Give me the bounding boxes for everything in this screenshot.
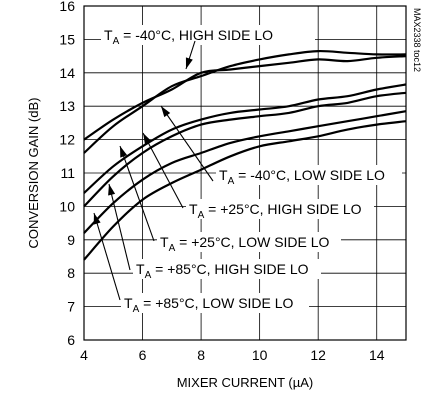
annotation-label-3: TA = +25°C, LOW SIDE LO (160, 234, 330, 254)
x-tick-labels: 4 6 8 10 12 14 (80, 347, 385, 363)
annotation-label-4: TA = +85°C, HIGH SIDE LO (136, 261, 309, 281)
annotation-leader-2 (142, 132, 184, 209)
annotation-leaders (93, 40, 214, 301)
series-line-1 (83, 49, 407, 154)
y-tick-label-2: 8 (67, 265, 75, 281)
y-tick-label-4: 10 (59, 198, 75, 214)
y-tick-label-6: 12 (59, 132, 75, 148)
annotation-bg-3 (157, 232, 341, 252)
y-tick-label-3: 9 (67, 232, 75, 248)
annotation-bg-4 (133, 259, 321, 279)
annotation-arrowhead-3 (120, 146, 128, 158)
plot-frame (83, 5, 407, 341)
y-tick-label-9: 15 (59, 31, 75, 47)
y-tick-label-10: 16 (59, 0, 75, 14)
series-lines (83, 49, 407, 261)
annotation-bg-1 (216, 165, 402, 185)
annotation-label-2: TA = +25°C, HIGH SIDE LO (189, 201, 362, 221)
annotation-backgrounds (101, 25, 402, 313)
y-tick-label-7: 13 (59, 98, 75, 114)
y-axis-label: CONVERSION GAIN (dB) (26, 98, 41, 249)
annotation-arrowhead-0 (185, 57, 193, 69)
annotation-label-5: TA = +85°C, LOW SIDE LO (124, 295, 294, 315)
annotation-bg-2 (186, 199, 374, 219)
x-tick-label-4: 12 (310, 347, 326, 363)
y-tick-label-0: 6 (67, 332, 75, 348)
series-line-0 (83, 55, 407, 141)
annotation-label-0: TA = -40°C, HIGH SIDE LO (104, 27, 273, 47)
annotation-arrowhead-4 (108, 184, 116, 196)
annotation-labels: TA = -40°C, HIGH SIDE LO TA = -40°C, LOW … (104, 27, 385, 315)
annotation-arrowhead-1 (161, 106, 171, 118)
annotation-leader-4 (108, 183, 131, 271)
series-line-3 (83, 91, 407, 208)
annotation-leader-3 (119, 145, 155, 242)
annotation-arrowhead-2 (143, 133, 152, 145)
annotation-leader-1 (160, 105, 214, 182)
y-tick-labels: 6 7 8 9 10 11 12 13 14 15 16 (59, 0, 75, 348)
figure-id-watermark: MAX2338 toc12 (412, 8, 421, 72)
y-tick-label-1: 7 (67, 299, 75, 315)
annotation-leader-5 (93, 212, 121, 301)
x-tick-label-0: 4 (80, 347, 88, 363)
annotation-bg-5 (121, 293, 309, 313)
x-tick-label-5: 14 (369, 347, 385, 363)
series-line-2 (83, 83, 407, 194)
y-tick-label-8: 14 (59, 65, 75, 81)
series-line-4 (83, 110, 407, 234)
x-axis-label: MIXER CURRENT (µA) (177, 375, 314, 390)
x-tick-label-2: 8 (197, 347, 205, 363)
x-tick-label-3: 10 (252, 347, 268, 363)
annotation-bg-0 (101, 25, 315, 45)
annotation-arrowhead-5 (93, 213, 101, 225)
annotation-label-1: TA = -40°C, LOW SIDE LO (219, 167, 385, 187)
x-tick-label-1: 6 (139, 347, 147, 363)
y-tick-label-5: 11 (60, 165, 75, 181)
